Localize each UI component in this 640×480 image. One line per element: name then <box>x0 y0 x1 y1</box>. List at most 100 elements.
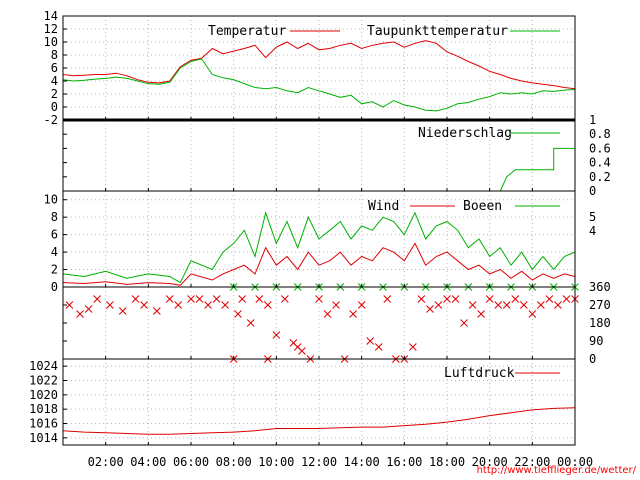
wind_direction-point-0-31 <box>332 301 340 309</box>
wind_direction-point-0-54 <box>528 310 537 318</box>
xtick-label-3: 08:00 <box>216 455 252 469</box>
wind-right-tick-label-1: 5 <box>589 210 596 224</box>
wind_direction-point-0-1 <box>76 310 84 318</box>
temperature-ytick-label-0: -2 <box>44 113 58 127</box>
legend-taupunkttemperatur-label: Taupunkttemperatur <box>367 24 508 39</box>
wind_direction-point-0-0 <box>65 301 74 309</box>
legend-luftdruck: Luftdruck <box>444 366 560 381</box>
wind-ytick-label-3: 6 <box>51 228 58 242</box>
wind_direction-point-0-50 <box>494 301 503 309</box>
wind_direction-point-0-15 <box>221 301 229 309</box>
pressure-ytick-label-3: 1020 <box>29 388 58 402</box>
precipitation-ytick-label-1: 0.2 <box>589 170 611 184</box>
legend-luftdruck-label: Luftdruck <box>444 366 515 381</box>
grid-layer <box>63 15 575 445</box>
precipitation-ytick-label-3: 0.6 <box>589 141 611 155</box>
wind_direction-point-0-12 <box>195 295 204 303</box>
pressure-ytick-label-1: 1016 <box>29 417 58 431</box>
wind-ytick-label-4: 8 <box>51 210 58 224</box>
wind_direction-point-0-24 <box>281 295 289 303</box>
wind-ytick-label-1: 2 <box>51 263 58 277</box>
temperature-ytick-label-8: 14 <box>44 9 58 23</box>
wind_direction-point-0-41 <box>417 295 426 303</box>
legend-wind-label: Wind <box>368 199 399 214</box>
wind-right-tick-label-0: 4 <box>589 224 596 238</box>
wind_direction-point-0-3 <box>93 295 101 303</box>
wind_direction-point-0-45 <box>451 295 460 303</box>
wind_direction-ytick-label-4: 360 <box>589 280 611 294</box>
wind_direction-point-0-48 <box>477 310 485 318</box>
wind_direction-point-0-9 <box>165 295 174 303</box>
pressure-ytick-label-5: 1024 <box>29 359 58 373</box>
wind_direction-point-0-23 <box>272 331 281 339</box>
wind_direction-point-0-53 <box>519 301 528 309</box>
wind_direction-point-0-56 <box>545 295 554 303</box>
wind_direction-point-0-27 <box>298 347 306 355</box>
legend-boeen-label: Boeen <box>463 199 502 214</box>
pressure-series-line-0 <box>62 407 576 435</box>
xtick-label-8: 18:00 <box>429 455 465 469</box>
temperature-ytick-label-6: 10 <box>44 35 58 49</box>
wind_direction-point-0-35 <box>366 337 375 345</box>
wind_direction-point-0-29 <box>315 295 323 303</box>
xtick-label-1: 04:00 <box>130 455 166 469</box>
wind_direction-point-0-51 <box>502 301 511 309</box>
temperature-ytick-label-4: 6 <box>51 61 58 75</box>
xtick-label-0: 02:00 <box>88 455 124 469</box>
wind_direction-point-0-46 <box>460 319 468 327</box>
wind-ytick-label-2: 4 <box>51 245 58 259</box>
legend-wind: Wind <box>368 199 455 214</box>
wind_direction-point-0-34 <box>357 301 366 309</box>
wind_direction-point-0-7 <box>140 301 148 309</box>
wind_direction-point-0-8 <box>153 307 161 315</box>
xtick-label-7: 16:00 <box>386 455 422 469</box>
precipitation-ytick-label-5: 1 <box>589 113 596 127</box>
wind_direction-ytick-label-1: 90 <box>589 334 603 348</box>
wind_direction-point-0-37 <box>383 295 392 303</box>
wind_direction-point-0-30 <box>323 310 332 318</box>
legend-niederschlag-label: Niederschlag <box>418 126 512 141</box>
wind_direction-point-0-43 <box>434 301 443 309</box>
wind_direction-point-0-57 <box>554 301 562 309</box>
wind-ytick-label-5: 10 <box>44 193 58 207</box>
wind_direction-point-0-52 <box>511 295 520 303</box>
wind_direction-point-0-10 <box>174 301 183 309</box>
pressure-ytick-label-4: 1022 <box>29 374 58 388</box>
legend-temperatur-label: Temperatur <box>208 24 286 39</box>
xtick-label-2: 06:00 <box>173 455 209 469</box>
pressure-ytick-label-0: 1014 <box>29 431 58 445</box>
wind_direction-ytick-label-0: 0 <box>589 352 596 366</box>
xtick-label-4: 10:00 <box>258 455 294 469</box>
wind_direction-point-0-17 <box>234 310 242 318</box>
temperature-ytick-label-3: 4 <box>51 74 58 88</box>
legend-niederschlag: Niederschlag <box>418 126 560 141</box>
wind_direction-point-0-18 <box>238 295 247 303</box>
precipitation-ytick-label-2: 0.4 <box>589 156 611 170</box>
wind-ytick-label-0: 0 <box>51 280 58 294</box>
temperature-series-line-1 <box>62 58 576 112</box>
temperature-ytick-label-1: 0 <box>51 100 58 114</box>
pressure-frame <box>62 358 576 446</box>
wind_direction-point-0-44 <box>443 295 451 303</box>
temperature-ytick-label-7: 12 <box>44 22 58 36</box>
legend-boeen: Boeen <box>463 199 560 214</box>
wind_direction-point-0-4 <box>106 301 114 309</box>
temperature-ytick-label-2: 2 <box>51 87 58 101</box>
wind_direction-point-0-2 <box>84 305 93 313</box>
wind_direction-point-0-11 <box>187 295 195 303</box>
wind_direction-point-0-22 <box>263 301 272 309</box>
xtick-label-5: 12:00 <box>301 455 337 469</box>
legend-temperatur: Temperatur <box>208 24 340 39</box>
wind_direction-point-0-19 <box>246 319 255 327</box>
tick-label-layer: -20246810121400.20.40.60.810246810450901… <box>29 9 611 469</box>
precipitation-ytick-label-0: 0 <box>589 184 596 198</box>
wind-series-line-0 <box>62 242 576 286</box>
precipitation-ytick-label-4: 0.8 <box>589 127 611 141</box>
wind_direction-point-0-58 <box>562 295 571 303</box>
wind_direction-point-0-42 <box>426 305 434 313</box>
source-link[interactable]: http://www.tiefflieger.de/wetter/ <box>477 465 637 476</box>
wind_direction-point-0-40 <box>409 343 417 351</box>
xtick-label-6: 14:00 <box>344 455 380 469</box>
temperature-ytick-label-5: 8 <box>51 48 58 62</box>
